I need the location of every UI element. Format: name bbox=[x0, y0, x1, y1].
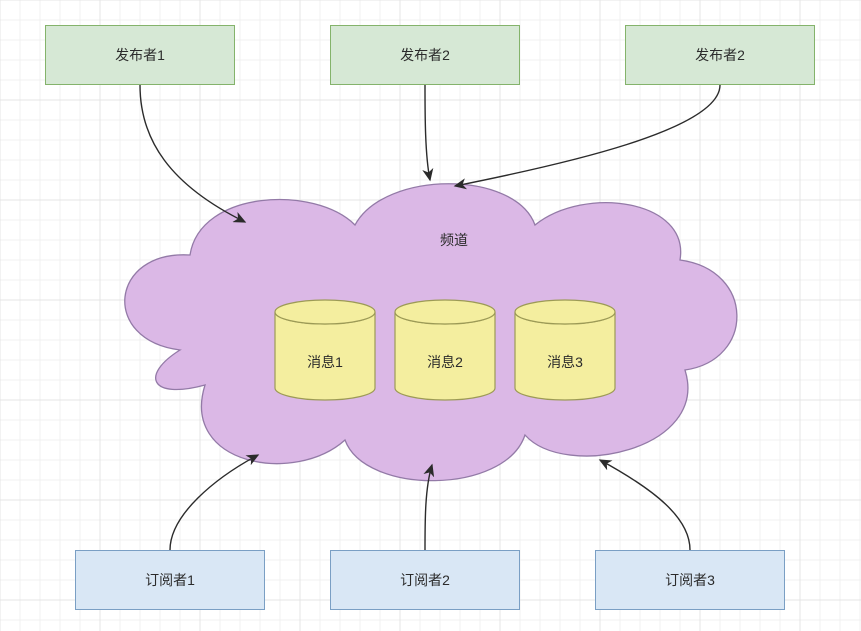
connector-arrow bbox=[140, 85, 245, 222]
message-label-2: 消息2 bbox=[395, 352, 495, 372]
connector-arrow bbox=[425, 465, 432, 550]
subscriber-box-3: 订阅者3 bbox=[595, 550, 785, 610]
publisher-box-3: 发布者2 bbox=[625, 25, 815, 85]
subscriber-label: 订阅者1 bbox=[145, 570, 195, 590]
diagram-canvas: { "grid": { "canvas_w": 861, "canvas_h":… bbox=[0, 0, 861, 631]
subscriber-box-1: 订阅者1 bbox=[75, 550, 265, 610]
connector-arrow bbox=[455, 85, 720, 186]
connector-arrow bbox=[600, 460, 690, 550]
publisher-label: 发布者2 bbox=[695, 45, 745, 65]
connector-arrow bbox=[425, 85, 430, 180]
publisher-label: 发布者2 bbox=[400, 45, 450, 65]
publisher-label: 发布者1 bbox=[115, 45, 165, 65]
subscriber-label: 订阅者3 bbox=[665, 570, 715, 590]
subscriber-box-2: 订阅者2 bbox=[330, 550, 520, 610]
subscriber-label: 订阅者2 bbox=[400, 570, 450, 590]
message-label-3: 消息3 bbox=[515, 352, 615, 372]
publisher-box-2: 发布者2 bbox=[330, 25, 520, 85]
message-label-1: 消息1 bbox=[275, 352, 375, 372]
arrows-layer bbox=[0, 0, 861, 631]
publisher-box-1: 发布者1 bbox=[45, 25, 235, 85]
connector-arrow bbox=[170, 455, 258, 550]
cloud-label: 频道 bbox=[440, 230, 468, 250]
